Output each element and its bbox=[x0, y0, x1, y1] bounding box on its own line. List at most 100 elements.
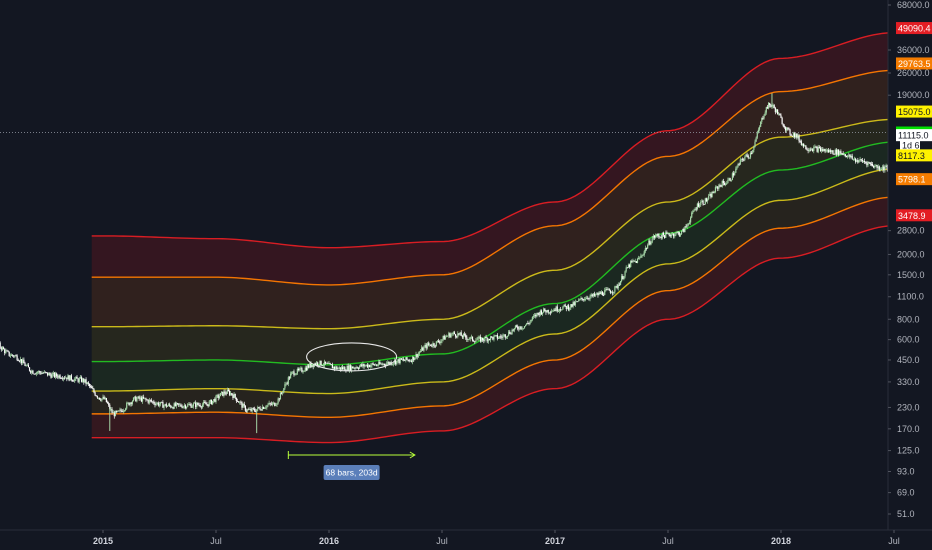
candle-body bbox=[832, 150, 834, 154]
candle-body bbox=[67, 375, 69, 380]
candle-body bbox=[247, 409, 249, 411]
candle-body bbox=[311, 365, 313, 368]
ellipse-drawing-2016[interactable] bbox=[306, 342, 398, 372]
candle-body bbox=[563, 304, 565, 307]
price-tag[interactable]: 11115.0 bbox=[896, 129, 932, 142]
candle-body bbox=[138, 396, 140, 399]
date-range-measure-1[interactable]: 68 bars, 203d bbox=[287, 451, 416, 480]
candle-body bbox=[53, 372, 56, 378]
candle-body bbox=[8, 351, 10, 356]
candle-body bbox=[243, 403, 245, 406]
candle-body bbox=[562, 306, 564, 310]
candle-body bbox=[278, 398, 280, 400]
candle-body bbox=[783, 126, 785, 128]
candle-body bbox=[209, 399, 211, 402]
time-axis-background bbox=[0, 530, 932, 550]
candle-body bbox=[174, 403, 176, 406]
candle-body bbox=[26, 364, 28, 366]
candle-body bbox=[427, 343, 430, 345]
candle-body bbox=[699, 205, 701, 207]
price-tag[interactable]: 8117.3 bbox=[896, 149, 932, 162]
candle-body bbox=[720, 185, 722, 187]
candle-body bbox=[301, 368, 303, 372]
time-axis[interactable]: Jul2015Jul2016Jul2017Jul2018Jul bbox=[0, 529, 932, 550]
candle-body bbox=[709, 193, 711, 196]
candle-body bbox=[630, 261, 632, 267]
candle-body bbox=[555, 306, 557, 311]
candle-body bbox=[671, 233, 674, 235]
candle-body bbox=[648, 240, 650, 245]
measure-arrow-icon bbox=[409, 451, 416, 459]
candle-body bbox=[451, 333, 453, 335]
candle-body bbox=[207, 404, 209, 407]
candle-body bbox=[840, 151, 842, 154]
candle-body bbox=[387, 362, 389, 364]
candle-body bbox=[163, 405, 165, 408]
price-tag[interactable]: 15075.0 bbox=[896, 105, 932, 118]
candle-body bbox=[610, 292, 613, 294]
candle-body bbox=[713, 192, 715, 194]
price-tag[interactable]: 1d 6h bbox=[900, 138, 925, 151]
price-tag[interactable]: 5798.1 bbox=[896, 173, 932, 186]
candle-body bbox=[162, 402, 164, 408]
candle-body bbox=[471, 336, 474, 341]
candle-body bbox=[70, 375, 72, 380]
candle-body bbox=[146, 399, 148, 401]
candle-body bbox=[150, 400, 153, 402]
candle-body bbox=[748, 157, 750, 159]
drawing-layer[interactable]: 68 bars, 203d148 bars, 443d bbox=[0, 86, 932, 480]
candle-body bbox=[36, 372, 39, 374]
candle-body bbox=[862, 161, 865, 162]
candle-body bbox=[432, 343, 434, 347]
candle-body bbox=[273, 402, 275, 404]
candle-body bbox=[860, 159, 862, 160]
candle-body bbox=[595, 294, 597, 296]
candle-body bbox=[280, 392, 283, 394]
candle-body bbox=[58, 375, 60, 378]
candle-body bbox=[251, 408, 253, 412]
candle-body bbox=[732, 173, 735, 176]
candle-body bbox=[195, 402, 197, 407]
candle-body bbox=[89, 386, 92, 387]
candle-body bbox=[534, 314, 536, 317]
candle-body bbox=[682, 228, 684, 231]
candle-body bbox=[249, 409, 251, 410]
price-tag[interactable]: 49090.4 bbox=[896, 22, 932, 35]
candle-body bbox=[687, 224, 689, 225]
candle-body bbox=[642, 254, 644, 256]
candle-body bbox=[374, 364, 376, 366]
candle-body bbox=[638, 257, 640, 259]
candle-body bbox=[690, 217, 692, 223]
candle-body bbox=[754, 141, 756, 147]
candle-body bbox=[552, 310, 554, 312]
candle-body bbox=[21, 359, 23, 364]
candle-body bbox=[184, 405, 187, 409]
candle-body bbox=[260, 409, 262, 411]
candle-body bbox=[201, 404, 204, 408]
candle-body bbox=[223, 391, 225, 396]
candle-body bbox=[771, 105, 773, 107]
candle-body bbox=[574, 301, 576, 306]
price-tag[interactable]: 29763.5 bbox=[896, 57, 932, 70]
candle-body bbox=[115, 411, 118, 412]
candle-body bbox=[373, 364, 375, 366]
candle-body bbox=[658, 235, 660, 238]
price-axis[interactable]: 68000.0 36000.0 26000.0 19000.0 2800.0 2000.0… bbox=[887, 0, 932, 550]
measure-label: 68 bars, 203d bbox=[326, 468, 378, 478]
candle-body bbox=[787, 127, 789, 129]
candle-body bbox=[548, 312, 550, 314]
candle-body bbox=[729, 178, 731, 181]
candle-body bbox=[786, 127, 788, 131]
price-tick-label: 68000.0 bbox=[897, 0, 930, 10]
candle-body bbox=[167, 404, 170, 406]
price-tag[interactable]: 3478.9 bbox=[896, 209, 932, 222]
candle-body bbox=[312, 365, 314, 367]
price-tick-label: 26000.0 bbox=[897, 68, 930, 78]
candle-body bbox=[686, 224, 688, 227]
candle-body bbox=[288, 377, 291, 379]
price-tag-box bbox=[896, 173, 932, 186]
candle-body bbox=[438, 340, 440, 343]
candle-body bbox=[737, 163, 739, 167]
candle-body bbox=[818, 147, 821, 148]
